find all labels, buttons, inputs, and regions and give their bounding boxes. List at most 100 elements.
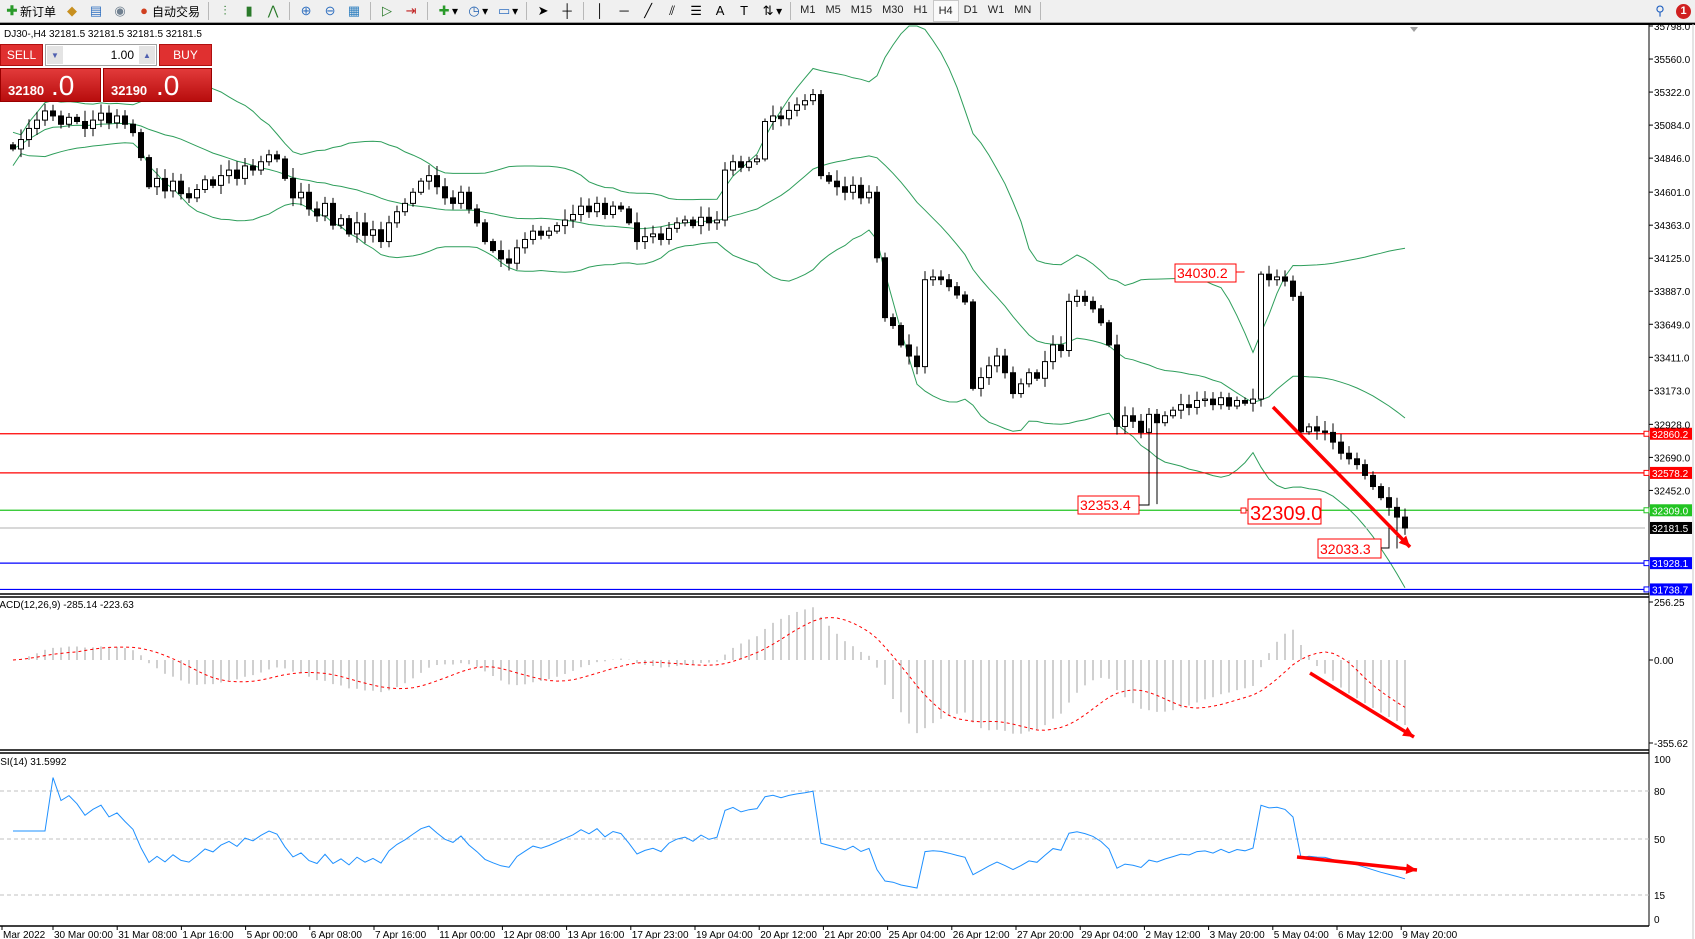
candle-body: [18, 139, 24, 150]
time-tick-label: 17 Apr 23:00: [632, 930, 689, 939]
candlestick-icon: ▮: [245, 3, 253, 18]
fibonacci-button[interactable]: ☰: [685, 1, 707, 21]
candle: [1114, 334, 1120, 435]
history-center-button[interactable]: ◆: [61, 1, 83, 21]
auto-scroll-icon: ▷: [382, 3, 393, 18]
candle: [530, 224, 536, 245]
auto-trading-button[interactable]: ● 自动交易: [133, 1, 203, 21]
candle-body: [866, 191, 872, 199]
timeframe-d1[interactable]: D1: [963, 4, 978, 16]
time-tick-label: 9 May 20:00: [1402, 930, 1457, 939]
timeframe-h1[interactable]: H1: [913, 4, 928, 16]
trendline-button[interactable]: ╱: [637, 1, 659, 21]
periods-button[interactable]: ◷ ▾: [463, 1, 491, 21]
candle: [314, 201, 320, 222]
candle-body: [1202, 398, 1208, 401]
swing-low-label: 32353.4: [1080, 497, 1131, 513]
candle: [298, 182, 304, 206]
candle-body: [1042, 361, 1048, 379]
horizontal-line-icon: ─: [619, 3, 629, 18]
candle: [1186, 394, 1192, 416]
text-button[interactable]: A: [709, 1, 731, 21]
candle: [826, 172, 832, 185]
line-handle: [1643, 560, 1650, 567]
zoom-in-button[interactable]: ⊕: [295, 1, 317, 21]
candle: [922, 271, 928, 374]
candle: [1002, 348, 1008, 379]
buy-price-box[interactable]: 32190 .0: [103, 68, 212, 102]
line-chart-button[interactable]: ⋀: [262, 1, 284, 21]
arrows-button[interactable]: ⇅ ▾: [757, 1, 785, 21]
search-button[interactable]: ⚲: [1649, 1, 1671, 21]
candle-body: [258, 161, 264, 171]
price-tick-label: 33173.0: [1654, 386, 1691, 397]
tile-windows-icon: ▦: [347, 3, 361, 18]
candle-body: [362, 222, 368, 236]
cursor-button[interactable]: ➤: [532, 1, 554, 21]
sell-price-box[interactable]: 32180 .0: [0, 68, 101, 102]
indicators-button[interactable]: ✚ ▾: [433, 1, 461, 21]
zoom-out-button[interactable]: ⊖: [319, 1, 341, 21]
candle: [1154, 408, 1160, 505]
candle: [1058, 336, 1064, 358]
time-tick-label: 2 May 12:00: [1145, 930, 1200, 939]
text-label-button[interactable]: T: [733, 1, 755, 21]
candle-body: [506, 258, 512, 264]
candle-body: [834, 180, 840, 188]
terminal-button[interactable]: ▤: [85, 1, 107, 21]
chart-shift-button[interactable]: ⇥: [400, 1, 422, 21]
tile-windows-button[interactable]: ▦: [343, 1, 365, 21]
candle-body: [554, 225, 560, 232]
rsi-tick-label: 50: [1654, 835, 1666, 846]
candle-body: [1338, 441, 1344, 454]
line-chart-icon: ⋀: [267, 3, 279, 18]
vertical-line-button[interactable]: │: [589, 1, 611, 21]
candle: [1026, 368, 1032, 388]
candle: [914, 346, 920, 375]
candlestick-button[interactable]: ▮: [238, 1, 260, 21]
timeframe-m30[interactable]: M30: [882, 4, 904, 16]
chart-shift-marker-icon: [1410, 27, 1418, 32]
lot-size-input[interactable]: ▼ 1.00 ▲: [45, 44, 157, 66]
timeframe-m1[interactable]: M1: [800, 4, 816, 16]
candle-body: [306, 191, 312, 210]
timeframe-m15[interactable]: M15: [850, 4, 873, 16]
timeframe-mn[interactable]: MN: [1014, 4, 1032, 16]
candle: [1034, 369, 1040, 381]
crosshair-button[interactable]: ┼: [556, 1, 578, 21]
candle: [898, 322, 904, 348]
candle: [634, 212, 640, 250]
candle: [202, 175, 208, 194]
candle-body: [786, 109, 792, 120]
signals-button[interactable]: ◉: [109, 1, 131, 21]
sell-button[interactable]: SELL: [0, 44, 43, 66]
candle: [1218, 391, 1224, 410]
horizontal-line-button[interactable]: ─: [613, 1, 635, 21]
candle: [442, 178, 448, 205]
timeframe-h4[interactable]: H4: [932, 0, 959, 22]
candle: [802, 94, 808, 111]
candle: [906, 334, 912, 365]
candle-body: [74, 116, 80, 122]
lot-decrease-button[interactable]: ▼: [47, 46, 63, 64]
bar-chart-button[interactable]: ⫶: [214, 1, 236, 21]
price-label-box: [1650, 583, 1692, 596]
timeframe-m5[interactable]: M5: [825, 4, 841, 16]
candle: [1130, 407, 1136, 428]
equidistant-channel-button[interactable]: ⫽: [661, 1, 683, 21]
new-order-button[interactable]: ✚ 新订单: [1, 1, 59, 21]
notifications-button[interactable]: 1: [1673, 1, 1694, 21]
templates-button[interactable]: ▭ ▾: [497, 3, 519, 18]
lot-increase-button[interactable]: ▲: [139, 46, 155, 64]
auto-scroll-button[interactable]: ▷: [376, 1, 398, 21]
candle: [1170, 406, 1176, 419]
timeframe-w1[interactable]: W1: [987, 4, 1005, 16]
candle-body: [474, 208, 480, 224]
label-connector: [1381, 525, 1390, 549]
candle: [1098, 304, 1104, 326]
candle-body: [514, 247, 520, 264]
time-tick-label: 12 Apr 08:00: [503, 930, 560, 939]
buy-button[interactable]: BUY: [159, 44, 212, 66]
price-label-box: [1650, 521, 1692, 534]
